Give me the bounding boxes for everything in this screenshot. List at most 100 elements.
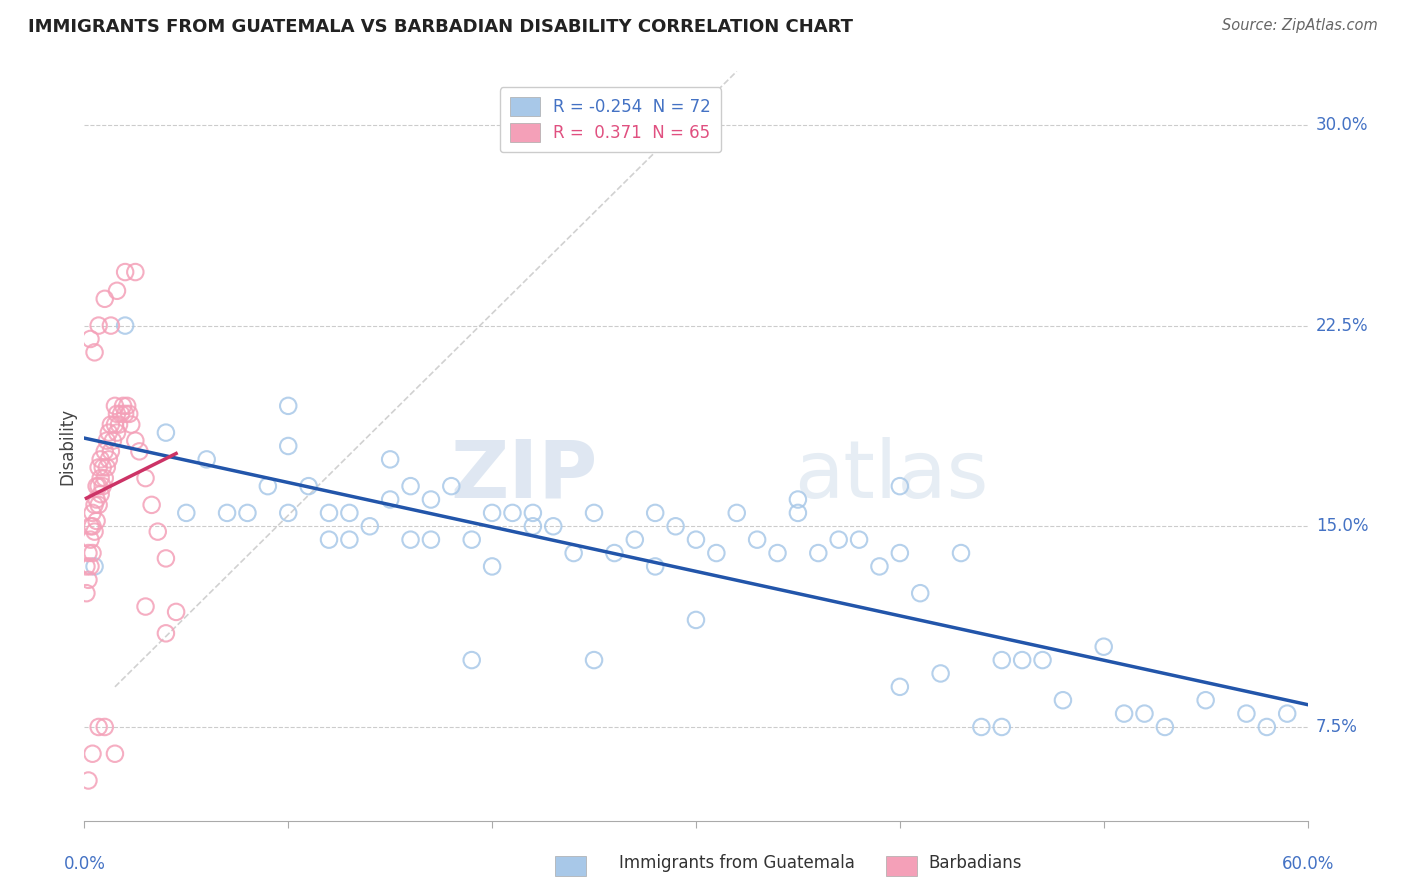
Text: Source: ZipAtlas.com: Source: ZipAtlas.com (1222, 18, 1378, 33)
Point (114, 265, 136, 279)
Point (461, 653, 484, 667)
Point (828, 533, 851, 547)
Point (105, 284, 128, 298)
Point (420, 533, 443, 547)
Point (685, 613, 707, 627)
Point (83, 345, 105, 359)
Point (910, 586, 932, 600)
Point (82, 747, 104, 761)
Point (522, 519, 544, 533)
Point (87, 460, 110, 475)
Point (950, 546, 973, 560)
Point (128, 444, 150, 458)
Point (114, 318, 136, 333)
Point (97, 425, 120, 440)
Point (217, 506, 239, 520)
Point (105, 425, 128, 440)
Point (75, 586, 97, 600)
Point (96, 434, 118, 448)
Point (91, 479, 114, 493)
Point (522, 506, 544, 520)
Point (318, 533, 340, 547)
Point (562, 546, 585, 560)
Point (889, 680, 911, 694)
Point (165, 605, 187, 619)
Text: 0.0%: 0.0% (63, 855, 105, 873)
Point (644, 559, 666, 574)
Point (1277, 706, 1299, 721)
Point (644, 506, 666, 520)
Point (104, 747, 127, 761)
Point (124, 434, 146, 448)
Point (155, 425, 177, 440)
Point (195, 452, 218, 467)
Point (502, 506, 524, 520)
Point (318, 506, 340, 520)
Point (583, 653, 606, 667)
Point (399, 479, 422, 493)
Point (114, 407, 136, 421)
Point (1195, 693, 1218, 707)
Point (685, 533, 707, 547)
Point (93, 292, 115, 306)
Point (339, 506, 361, 520)
Point (100, 444, 122, 458)
Point (807, 546, 830, 560)
Point (77, 546, 100, 560)
Text: 22.5%: 22.5% (1316, 317, 1368, 334)
Point (108, 417, 131, 432)
Point (991, 720, 1014, 734)
Point (82, 546, 104, 560)
Point (104, 417, 127, 432)
Point (359, 519, 381, 533)
Point (155, 626, 177, 640)
Text: 60.0%: 60.0% (1281, 855, 1334, 873)
Point (298, 479, 321, 493)
Point (75, 559, 97, 574)
Point (481, 559, 503, 574)
Point (79, 559, 101, 574)
Point (135, 599, 157, 614)
Point (1011, 653, 1033, 667)
Point (82, 506, 104, 520)
Point (83, 524, 105, 539)
Point (87, 479, 110, 493)
Point (236, 506, 259, 520)
Point (135, 471, 157, 485)
Y-axis label: Disability: Disability (58, 408, 76, 484)
Point (90, 487, 112, 501)
Point (277, 399, 299, 413)
Point (991, 653, 1014, 667)
Point (141, 498, 163, 512)
Text: Immigrants from Guatemala: Immigrants from Guatemala (619, 855, 855, 872)
Point (1052, 693, 1074, 707)
Point (929, 666, 952, 681)
Point (787, 506, 810, 520)
Point (115, 399, 138, 413)
Point (105, 407, 128, 421)
Point (110, 407, 132, 421)
Point (399, 533, 422, 547)
Point (100, 417, 122, 432)
Point (93, 444, 115, 458)
Point (118, 407, 141, 421)
Point (706, 546, 728, 560)
Point (91, 460, 114, 475)
Point (848, 533, 870, 547)
Legend: R = -0.254  N = 72, R =  0.371  N = 65: R = -0.254 N = 72, R = 0.371 N = 65 (499, 87, 721, 153)
Point (101, 434, 124, 448)
Point (725, 506, 748, 520)
Point (155, 551, 177, 566)
Text: 30.0%: 30.0% (1316, 116, 1368, 134)
Point (889, 479, 911, 493)
Point (124, 265, 146, 279)
Point (277, 506, 299, 520)
Point (1236, 706, 1258, 721)
Point (339, 533, 361, 547)
Point (257, 479, 280, 493)
Text: 15.0%: 15.0% (1316, 517, 1368, 535)
Point (86, 492, 108, 507)
Point (120, 417, 142, 432)
Point (112, 399, 135, 413)
Text: IMMIGRANTS FROM GUATEMALA VS BARBADIAN DISABILITY CORRELATION CHART: IMMIGRANTS FROM GUATEMALA VS BARBADIAN D… (28, 18, 853, 36)
